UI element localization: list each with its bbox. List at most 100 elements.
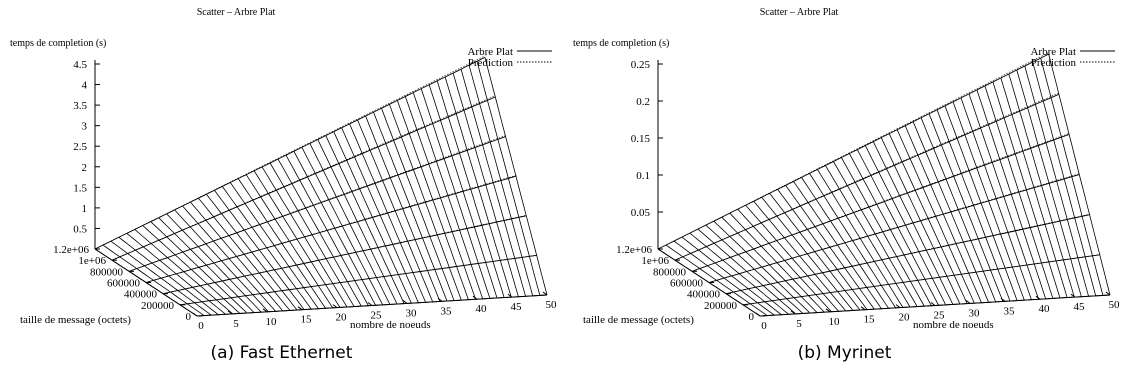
x-tick	[227, 310, 233, 315]
x-tick	[895, 304, 901, 309]
y-tick-label: 800000	[653, 266, 687, 278]
chart-panel-a: Scatter – Arbre Plat temps de completion …	[0, 0, 563, 376]
z-tick-label: 0.2	[636, 96, 650, 108]
x-tick	[367, 302, 373, 306]
z-tick-label: 0.05	[631, 207, 651, 219]
prediction-line	[179, 254, 537, 306]
x-tick-label: 5	[796, 318, 802, 330]
x-tick	[332, 304, 338, 309]
x-tick-label: 15	[864, 314, 876, 326]
x-tick-label: 30	[969, 307, 981, 319]
z-tick-label: 1.5	[73, 182, 87, 194]
z-tick-label: 2.5	[73, 141, 87, 153]
x-tick-label: 15	[301, 314, 313, 326]
y-tick-label: 1.2e+06	[616, 244, 652, 256]
y-tick-label: 1e+06	[641, 255, 669, 267]
prediction-line	[162, 214, 527, 294]
y-axis-label: taille de message (octets)	[583, 314, 694, 326]
x-tick-label: 25	[371, 310, 383, 322]
x-tick-label: 0	[761, 320, 767, 332]
prediction-line	[128, 135, 507, 272]
legend-label: Arbre Plat	[1030, 46, 1076, 58]
prediction-line	[657, 52, 1050, 250]
y-tick-label: 1.2e+06	[53, 244, 89, 256]
y-tick-label: 200000	[704, 300, 738, 312]
prediction-line	[725, 213, 1090, 294]
x-tick	[965, 299, 971, 304]
y-tick-label: 400000	[124, 289, 158, 301]
x-tick-label: 10	[829, 316, 841, 328]
chart-title: Scatter – Arbre Plat	[197, 7, 276, 18]
x-tick	[1105, 291, 1111, 296]
prediction-line	[742, 254, 1100, 306]
x-tick	[930, 302, 936, 306]
prediction-line	[691, 132, 1070, 272]
x-tick-label: 50	[1109, 299, 1121, 311]
x-axis-label: nombre de noeuds	[913, 319, 994, 331]
y-tick-label: 600000	[107, 278, 141, 290]
x-tick-label: 45	[511, 301, 523, 313]
z-tick-label: 3.5	[73, 100, 87, 112]
x-tick-label: 40	[1039, 303, 1051, 315]
z-tick-label: 0.5	[73, 223, 87, 235]
x-tick-label: 35	[441, 305, 453, 317]
z-tick-label: 0.15	[631, 133, 651, 145]
chart-title: Scatter – Arbre Plat	[760, 7, 839, 18]
surface-line	[128, 136, 506, 272]
z-tick-label: 0.1	[636, 170, 650, 182]
chart-panel-b: Scatter – Arbre Plat temps de completion …	[563, 0, 1126, 376]
surface-line	[759, 294, 1111, 317]
x-tick	[297, 306, 303, 311]
z-tick-label: 4.5	[73, 59, 87, 71]
y-tick-label: 400000	[687, 289, 721, 301]
x-tick-label: 30	[406, 307, 418, 319]
z-tick-label: 1	[82, 203, 88, 215]
x-tick	[542, 291, 548, 296]
x-tick-label: 20	[899, 312, 911, 324]
x-tick	[860, 306, 866, 311]
surface-line	[657, 53, 1049, 250]
x-tick	[402, 299, 408, 304]
legend-label: Prediction	[1031, 57, 1077, 69]
surface-line	[1048, 54, 1111, 296]
prediction-line	[674, 92, 1060, 261]
x-tick-label: 40	[476, 303, 488, 315]
x-tick-label: 35	[1004, 305, 1016, 317]
x-tick	[262, 308, 268, 313]
legend-label: Arbre Plat	[467, 46, 513, 58]
x-tick-label: 0	[198, 320, 204, 332]
x-axis-label: nombre de noeuds	[350, 319, 431, 331]
y-tick-label: 800000	[90, 266, 124, 278]
prediction-line	[94, 55, 486, 250]
x-tick-label: 20	[336, 312, 348, 324]
prediction-line	[708, 173, 1080, 283]
caption-b: (b) Myrinet	[797, 343, 892, 363]
x-tick-label: 25	[934, 310, 946, 322]
prediction-line	[111, 95, 496, 261]
z-tick-label: 4	[82, 80, 88, 92]
prediction-line	[145, 175, 517, 283]
legend-label: Prediction	[468, 57, 514, 69]
caption-a: (a) Fast Ethernet	[210, 343, 353, 363]
z-axis-label: temps de completion (s)	[10, 38, 106, 49]
y-tick-label: 0	[186, 311, 192, 323]
y-tick-label: 600000	[670, 278, 704, 290]
y-tick-label: 1e+06	[78, 255, 106, 267]
x-tick-label: 10	[266, 316, 278, 328]
z-tick-label: 3	[82, 121, 88, 133]
surface-chart-a: Scatter – Arbre Plat temps de completion …	[10, 7, 558, 332]
x-tick-label: 50	[546, 299, 558, 311]
surface-line	[94, 56, 486, 250]
surface-chart-b: Scatter – Arbre Plat temps de completion …	[573, 7, 1121, 332]
z-tick-label: 2	[82, 162, 88, 174]
x-tick-label: 5	[233, 318, 239, 330]
x-tick-label: 45	[1074, 301, 1086, 313]
x-tick	[825, 308, 831, 313]
x-tick	[790, 310, 796, 315]
y-tick-label: 200000	[141, 300, 175, 312]
surface-line	[196, 294, 548, 317]
z-axis-label: temps de completion (s)	[573, 38, 669, 49]
surface-line	[162, 215, 527, 295]
y-axis-label: taille de message (octets)	[20, 314, 131, 326]
y-tick-label: 0	[749, 311, 755, 323]
